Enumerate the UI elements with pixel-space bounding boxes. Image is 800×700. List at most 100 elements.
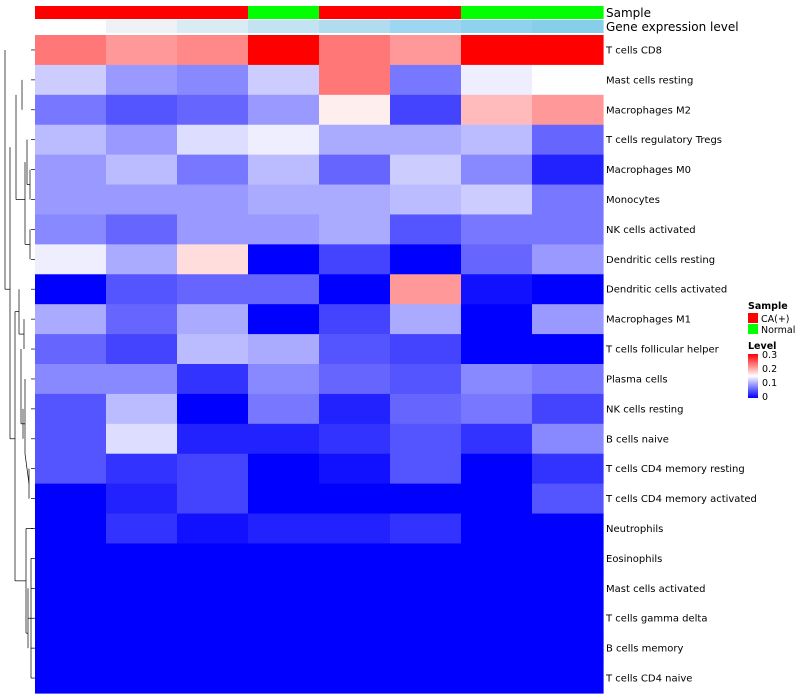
heatmap-cell (390, 453, 462, 485)
heatmap-cell (390, 543, 462, 574)
heatmap-cell (390, 423, 462, 455)
heatmap-cell (532, 124, 604, 156)
heatmap-cell (177, 274, 249, 305)
heatmap-cell (106, 663, 178, 694)
row-label: T cells regulatory Tregs (605, 135, 722, 146)
heatmap-cell (390, 334, 462, 365)
sample-annotation-cell (532, 6, 604, 19)
heatmap-cell (390, 663, 462, 694)
heatmap-cell (390, 483, 462, 515)
heatmap-cell (177, 453, 249, 485)
heatmap-cell (177, 154, 249, 186)
heatmap-cell (177, 423, 249, 455)
heatmap-cell (319, 633, 391, 664)
heatmap-cell (35, 334, 107, 365)
heatmap-cell (390, 393, 462, 425)
heatmap-cell (461, 64, 533, 96)
heatmap-cell (248, 663, 320, 694)
heatmap-cell (319, 513, 391, 545)
heatmap-cell (390, 364, 462, 395)
row-label: Dendritic cells resting (606, 255, 715, 266)
heatmap-cell (177, 304, 249, 335)
heatmap-cell (319, 483, 391, 515)
heatmap-cell (106, 513, 178, 545)
heatmap-cell (248, 184, 320, 216)
heatmap-cell (177, 64, 249, 96)
heatmap-cell (532, 94, 604, 126)
heatmap-cell (106, 453, 178, 485)
gene-expression-annotation-cell (177, 20, 249, 33)
heatmap-cell (319, 214, 391, 245)
heatmap-cell (177, 244, 249, 275)
heatmap-cell (461, 244, 533, 275)
heatmap-cell (390, 184, 462, 216)
sample-annotation-cell (461, 6, 533, 19)
heatmap-cell (35, 513, 107, 545)
heatmap-cell (106, 64, 178, 96)
heatmap-cell (106, 603, 178, 634)
heatmap-cell (319, 274, 391, 305)
heatmap-cell (248, 364, 320, 395)
heatmap-cell (248, 483, 320, 515)
heatmap-cell (390, 244, 462, 275)
dendrogram-branch (24, 453, 30, 484)
heatmap-cell (35, 483, 107, 515)
row-label: Eosinophils (606, 554, 662, 565)
heatmap-cell (35, 453, 107, 485)
heatmap-cell (177, 573, 249, 604)
heatmap-cell (248, 274, 320, 305)
row-label: Mast cells resting (606, 75, 693, 86)
heatmap-cell (106, 543, 178, 574)
gene-expression-annotation-cell (532, 20, 604, 33)
heatmap-cell (461, 214, 533, 245)
heatmap-cell (461, 663, 533, 694)
heatmap-cell (106, 154, 178, 186)
legend-level-tick-0: 0.3 (762, 350, 777, 361)
row-label: T cells follicular helper (605, 345, 720, 356)
heatmap-cell (319, 35, 391, 66)
heatmap-cell (106, 244, 178, 275)
heatmap-cell (35, 573, 107, 604)
heatmap-cell (106, 423, 178, 455)
row-label: Macrophages M0 (606, 165, 691, 176)
heatmap-cell (35, 304, 107, 335)
heatmap-cell (35, 603, 107, 634)
heatmap-cell (248, 214, 320, 245)
legend-level-tick-1: 0.2 (762, 364, 777, 375)
heatmap-cell (461, 94, 533, 126)
heatmap-cell (248, 94, 320, 126)
row-label: B cells memory (606, 644, 683, 655)
heatmap-cell (319, 154, 391, 186)
row-label: NK cells activated (606, 225, 696, 236)
legend-level-tick-2: 0.1 (762, 378, 777, 389)
heatmap-cell (532, 244, 604, 275)
row-label: T cells CD8 (605, 46, 662, 57)
gene-expression-annotation-cell (319, 20, 391, 33)
heatmap-cell (319, 64, 391, 96)
legend: Sample CA(+) Normal Level 0.3 0.2 0.1 0 (748, 301, 795, 403)
heatmap-cell (35, 35, 107, 66)
heatmap-cell (106, 334, 178, 365)
heatmap-cell (35, 124, 107, 156)
heatmap-cell (106, 633, 178, 664)
heatmap-cell (177, 35, 249, 66)
heatmap-cell (319, 393, 391, 425)
heatmap-cell (461, 483, 533, 515)
heatmap-cell (106, 393, 178, 425)
heatmap-cell (319, 603, 391, 634)
heatmap-cell (390, 124, 462, 156)
heatmap-cell (35, 274, 107, 305)
heatmap-cell (532, 154, 604, 186)
heatmap-cell (461, 573, 533, 604)
heatmap-cell (106, 124, 178, 156)
heatmap-cell (35, 633, 107, 664)
heatmap-cell (248, 453, 320, 485)
heatmap-cell (35, 663, 107, 694)
heatmap-cell (177, 633, 249, 664)
heatmap-cell (248, 423, 320, 455)
heatmap-cell (177, 334, 249, 365)
heatmap-cell (461, 304, 533, 335)
heatmap-cell (461, 603, 533, 634)
heatmap-cell (319, 334, 391, 365)
